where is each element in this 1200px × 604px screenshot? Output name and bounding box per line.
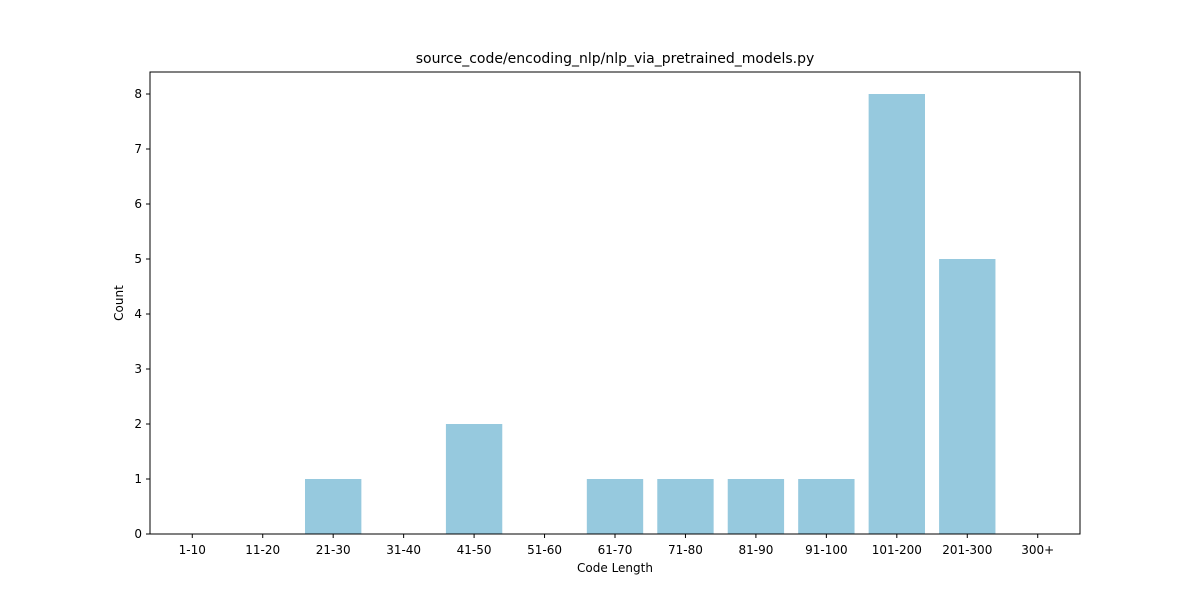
bar-61-70 — [586, 479, 644, 534]
x-tick-label: 21-30 — [316, 543, 351, 557]
bar-81-90 — [727, 479, 785, 534]
x-tick-label: 101-200 — [872, 543, 922, 557]
x-tick-label: 31-40 — [386, 543, 421, 557]
y-tick-label: 6 — [134, 197, 142, 211]
y-axis-label: Count — [112, 285, 126, 321]
x-tick-label: 71-80 — [668, 543, 703, 557]
bar-201-300 — [939, 259, 996, 534]
x-axis-label: Code Length — [577, 561, 653, 575]
y-tick-label: 7 — [134, 142, 142, 156]
y-tick-label: 8 — [134, 87, 142, 101]
x-tick-label: 61-70 — [598, 543, 633, 557]
x-tick-label: 51-60 — [527, 543, 562, 557]
x-tick-label: 91-100 — [805, 543, 848, 557]
bar-41-50 — [445, 424, 503, 534]
y-tick-label: 4 — [134, 307, 142, 321]
chart-title: source_code/encoding_nlp/nlp_via_pretrai… — [416, 51, 815, 67]
y-tick-label: 1 — [134, 472, 142, 486]
y-tick-label: 2 — [134, 417, 142, 431]
axes-layer: 1-10 11-20 21-30 31-40 41-50 51-60 61-70 71-80 8… — [134, 87, 1054, 557]
bar-101-200 — [868, 94, 925, 534]
bar-21-30 — [305, 479, 362, 534]
bar-91-100 — [798, 479, 855, 534]
bar-71-80 — [657, 479, 714, 534]
x-tick-label: 201-300 — [942, 543, 992, 557]
plot-frame — [149, 71, 1081, 535]
y-tick-label: 3 — [134, 362, 142, 376]
y-tick-label: 0 — [134, 527, 142, 541]
x-tick-label: 41-50 — [457, 543, 492, 557]
x-tick-label: 11-20 — [245, 543, 280, 557]
y-tick-label: 5 — [134, 252, 142, 266]
x-tick-label: 1-10 — [179, 543, 206, 557]
x-tick-label: 300+ — [1021, 543, 1054, 557]
x-tick-label: 81-90 — [738, 543, 773, 557]
bars-layer — [305, 94, 996, 534]
